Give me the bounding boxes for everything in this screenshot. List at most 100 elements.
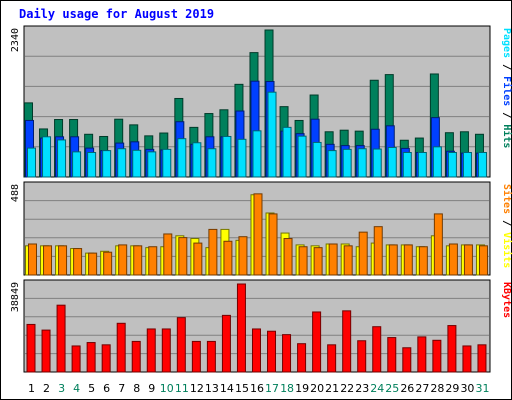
- day-label-16: 16: [250, 382, 264, 395]
- bar-sites-day-12: [193, 242, 203, 276]
- day-label-30: 30: [460, 382, 474, 395]
- bar-kbytes-day-26: [402, 347, 412, 373]
- bar-sites-day-10: [163, 233, 173, 276]
- bar-pages-day-19: [297, 135, 307, 178]
- bar-sites-day-22: [343, 245, 353, 276]
- bar-kbytes-day-5: [86, 342, 96, 373]
- bar-sites-day-4: [73, 248, 83, 276]
- bar-pages-day-4: [72, 151, 82, 178]
- bar-sites-day-24: [373, 226, 383, 276]
- bar-kbytes-day-31: [477, 344, 487, 373]
- bar-kbytes-day-28: [432, 339, 442, 373]
- bar-kbytes-day-17: [267, 330, 277, 373]
- bar-kbytes-day-15: [236, 283, 246, 373]
- day-label-21: 21: [325, 382, 339, 395]
- bar-sites-day-8: [133, 245, 143, 276]
- day-label-2: 2: [43, 382, 50, 395]
- day-label-25: 25: [385, 382, 399, 395]
- bar-kbytes-day-14: [221, 314, 231, 373]
- bar-pages-day-7: [117, 148, 127, 178]
- bar-pages-day-28: [432, 146, 442, 178]
- bar-sites-day-14: [223, 240, 233, 276]
- day-label-9: 9: [148, 382, 155, 395]
- chart-panels: 2340 Pages / Files / Hits 488 Sites / Visit…: [10, 25, 512, 373]
- side-legend-part: Sites: [501, 184, 512, 214]
- day-label-18: 18: [280, 382, 294, 395]
- bar-sites-day-3: [58, 245, 68, 276]
- bar-sites-day-23: [358, 231, 368, 276]
- bar-pages-day-13: [207, 148, 217, 178]
- day-label-7: 7: [118, 382, 125, 395]
- bar-kbytes-day-30: [462, 345, 472, 373]
- bar-pages-day-22: [342, 148, 352, 178]
- bar-sites-day-19: [298, 246, 308, 276]
- panel-hits-files-pages: 2340 Pages / Files / Hits: [10, 25, 512, 178]
- bar-kbytes-day-8: [131, 340, 141, 373]
- bar-pages-day-17: [267, 91, 277, 178]
- bar-sites-day-6: [103, 251, 113, 276]
- chart-title: Daily usage for August 2019: [19, 7, 214, 21]
- day-axis-labels: 1 2 3 4 5 6 7 8 9 10 11 12 13 14 15 16 17 18 19 20 21 22 23 24 2…: [28, 382, 489, 395]
- bar-pages-day-25: [387, 146, 397, 178]
- bar-sites-day-7: [118, 244, 128, 276]
- day-label-11: 11: [175, 382, 189, 395]
- bar-pages-day-6: [102, 150, 112, 178]
- bar-pages-day-20: [312, 141, 322, 178]
- bar-pages-day-3: [57, 139, 67, 178]
- day-label-28: 28: [430, 382, 444, 395]
- bar-sites-day-9: [148, 246, 158, 276]
- bar-sites-day-18: [283, 238, 293, 276]
- bar-pages-day-5: [87, 152, 97, 178]
- side-legend-part: Visits: [501, 232, 512, 268]
- bar-pages-day-15: [237, 138, 247, 178]
- bar-sites-day-26: [403, 244, 413, 276]
- bar-pages-day-31: [477, 152, 487, 178]
- bar-sites-day-21: [328, 243, 338, 276]
- bar-pages-day-12: [192, 142, 202, 178]
- bar-kbytes-day-9: [146, 328, 156, 373]
- bar-sites-day-2: [43, 245, 53, 276]
- bar-pages-day-29: [447, 152, 457, 178]
- side-legend-part: /: [501, 58, 512, 76]
- bar-pages-day-9: [147, 151, 157, 178]
- bar-pages-day-27: [417, 152, 427, 178]
- bar-sites-day-31: [478, 245, 488, 276]
- bar-sites-day-17: [268, 213, 278, 276]
- bar-kbytes-day-19: [297, 343, 307, 373]
- bar-pages-day-14: [222, 135, 232, 178]
- day-label-12: 12: [190, 382, 204, 395]
- bar-kbytes-day-3: [56, 304, 66, 373]
- day-label-24: 24: [370, 382, 384, 395]
- y-max-label: 488: [10, 184, 21, 202]
- bar-kbytes-day-7: [116, 322, 126, 373]
- bar-kbytes-day-6: [101, 344, 111, 373]
- bar-kbytes-day-11: [176, 317, 186, 373]
- bar-kbytes-day-22: [342, 310, 352, 373]
- day-label-1: 1: [28, 382, 35, 395]
- bar-kbytes-day-2: [41, 329, 51, 373]
- bar-kbytes-day-24: [372, 326, 382, 373]
- bar-pages-day-26: [402, 152, 412, 178]
- bar-sites-day-25: [388, 244, 398, 276]
- bar-pages-day-11: [177, 138, 187, 178]
- bar-kbytes-day-18: [282, 334, 292, 373]
- bar-sites-day-15: [238, 236, 248, 276]
- bar-pages-day-30: [462, 152, 472, 178]
- bar-sites-day-16: [253, 193, 263, 276]
- bar-sites-day-28: [433, 213, 443, 276]
- bar-kbytes-day-16: [251, 328, 261, 373]
- side-legend-part: Files: [501, 76, 512, 106]
- bar-kbytes-day-21: [327, 344, 337, 373]
- bar-kbytes-day-10: [161, 328, 171, 373]
- bar-kbytes-day-23: [357, 340, 367, 373]
- bar-sites-day-27: [418, 246, 428, 276]
- day-label-10: 10: [160, 382, 174, 395]
- bar-sites-day-13: [208, 228, 218, 276]
- side-legend: Pages / Files / Hits: [501, 28, 512, 148]
- bar-sites-day-1: [28, 243, 37, 276]
- side-legend-part: /: [501, 214, 512, 232]
- bar-kbytes-day-29: [447, 325, 457, 373]
- y-max-label: 38849: [10, 282, 21, 312]
- bar-kbytes-day-1: [26, 323, 36, 373]
- panel-visits-sites: 488 Sites / Visits: [10, 181, 512, 276]
